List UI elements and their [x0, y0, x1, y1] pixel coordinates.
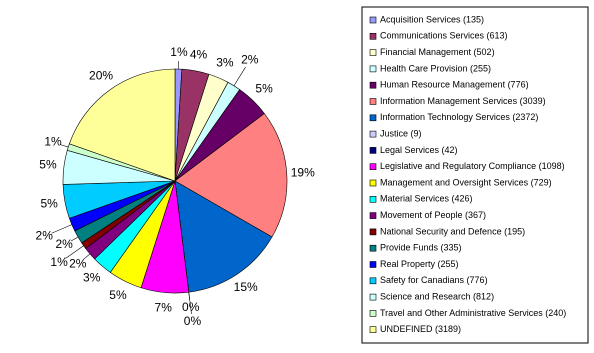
data-label: 3%	[83, 270, 101, 284]
legend-swatch	[369, 277, 377, 285]
legend-label: Legislative and Regulatory Compliance (1…	[380, 161, 565, 171]
legend-label: Information Management Services (3039)	[380, 96, 546, 106]
legend-swatch	[369, 147, 377, 154]
legend-swatch	[369, 81, 377, 89]
legend-label: Justice (9)	[380, 128, 422, 138]
legend-label: Financial Management (502)	[380, 47, 495, 57]
data-label: 1%	[170, 45, 188, 59]
legend-label: National Security and Defence (195)	[380, 226, 525, 236]
legend-swatch	[369, 212, 377, 219]
data-label: 5%	[109, 288, 127, 302]
legend-label: Real Property (255)	[380, 259, 459, 269]
legend-label: Acquisition Services (135)	[380, 14, 484, 24]
data-label: 3%	[216, 55, 234, 69]
legend-label: Science and Research (812)	[380, 291, 494, 301]
data-label: 5%	[41, 197, 59, 211]
legend-label: Management and Oversight Services (729)	[380, 177, 552, 187]
legend-label: Movement of People (367)	[380, 210, 486, 220]
legend-swatch	[369, 130, 377, 138]
leader-line	[51, 224, 72, 234]
leader-line	[60, 144, 69, 148]
legend-label: Information Technology Services (2372)	[380, 112, 538, 122]
data-label: 1%	[44, 134, 62, 148]
pie-slice	[174, 113, 288, 238]
data-label: 2%	[55, 237, 73, 251]
legend-swatch	[369, 163, 377, 170]
pie-slice	[68, 68, 176, 182]
legend-label: Material Services (426)	[380, 194, 473, 204]
legend-swatch	[369, 244, 377, 252]
legend-swatch	[369, 114, 377, 122]
legend-label: Legal Services (42)	[380, 145, 458, 155]
legend-swatch	[369, 326, 377, 334]
legend-swatch	[369, 228, 377, 236]
legend-swatch	[369, 293, 377, 301]
legend-swatch	[369, 16, 377, 24]
legend-label: Provide Funds (335)	[380, 243, 462, 253]
legend-swatch	[369, 65, 377, 73]
data-label: 7%	[155, 301, 173, 315]
legend-label: UNDEFINED (3189)	[380, 324, 461, 334]
pie-slice	[174, 180, 273, 293]
legend-swatch	[369, 98, 377, 105]
data-label: 1%	[50, 255, 68, 269]
legend-swatch	[369, 261, 377, 268]
legend-swatch	[369, 179, 377, 187]
data-label: 4%	[190, 47, 208, 61]
data-label: 0%	[184, 314, 202, 328]
legend-swatch	[369, 310, 377, 317]
data-label: 2%	[241, 52, 259, 66]
legend-label: Safety for Canadians (776)	[380, 275, 488, 285]
legend-swatch	[369, 196, 377, 203]
leader-line	[188, 292, 192, 315]
legend-swatch	[369, 49, 377, 56]
data-label: 2%	[69, 256, 87, 270]
leader-line	[70, 236, 79, 242]
legend-label: Health Care Provision (255)	[380, 63, 491, 73]
legend-label: Travel and Other Administrative Services…	[380, 308, 566, 318]
data-label: 15%	[234, 280, 258, 294]
legend-box	[361, 6, 589, 344]
legend-swatch	[369, 32, 377, 40]
data-label: 19%	[291, 165, 315, 179]
data-label: 5%	[255, 81, 273, 95]
data-label: 5%	[39, 157, 57, 171]
leader-line	[233, 66, 246, 86]
data-label: 20%	[89, 69, 113, 83]
leader-line	[65, 245, 84, 259]
legend-label: Communications Services (613)	[380, 31, 508, 41]
data-label: 2%	[36, 229, 54, 243]
leader-line	[83, 253, 91, 260]
legend-label: Human Resource Management (776)	[380, 80, 529, 90]
